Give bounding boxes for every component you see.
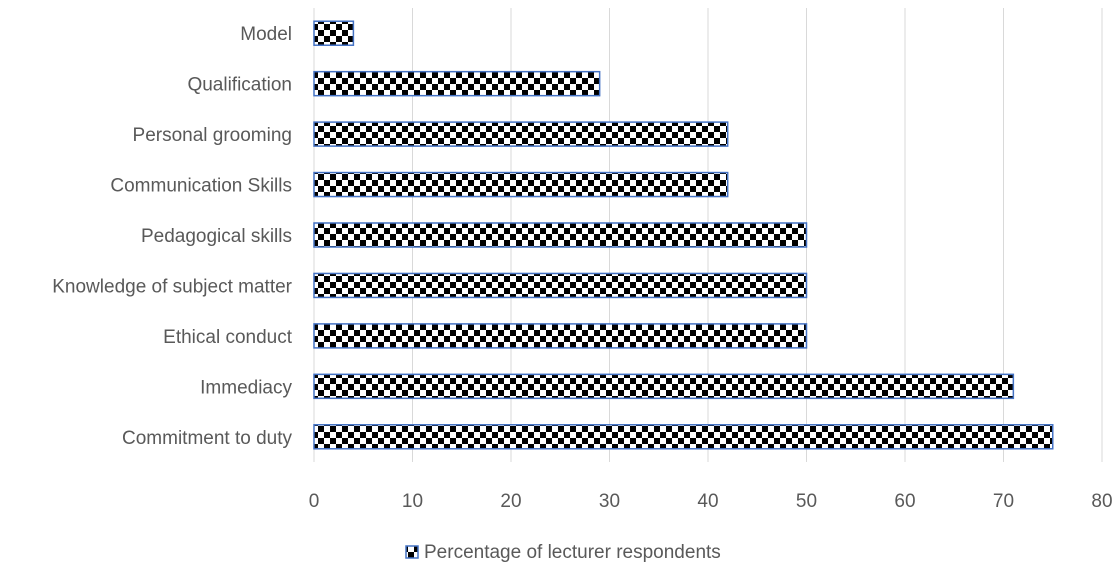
bar [313, 373, 1015, 400]
category-label: Qualification [187, 75, 292, 96]
x-tick-label: 60 [894, 491, 915, 512]
bar [313, 222, 808, 248]
x-tick-label: 20 [500, 491, 521, 512]
x-tick-labels: 0 10 20 30 40 50 60 70 80 [309, 491, 1113, 512]
legend-swatch [405, 545, 419, 559]
category-label: Commitment to duty [122, 428, 292, 449]
category-label: Immediacy [200, 377, 292, 398]
x-tick-label: 70 [993, 491, 1014, 512]
bar [313, 171, 729, 198]
bar [313, 70, 601, 97]
x-tick-label: 10 [402, 491, 423, 512]
legend-label: Percentage of lecturer respondents [424, 542, 721, 563]
category-label: Model [240, 24, 292, 45]
legend: Percentage of lecturer respondents [405, 542, 721, 563]
bar [313, 272, 808, 299]
category-label: Knowledge of subject matter [52, 276, 292, 297]
x-tick-label: 40 [697, 491, 718, 512]
category-label: Ethical conduct [163, 327, 293, 348]
category-label: Communication Skills [110, 176, 292, 197]
category-labels: Commitment to duty Immediacy Ethical condu… [52, 24, 292, 449]
category-label: Pedagogical skills [141, 226, 292, 247]
x-tick-label: 50 [796, 491, 817, 512]
category-label: Personal grooming [133, 125, 292, 146]
x-tick-label: 30 [599, 491, 620, 512]
bar [313, 121, 729, 147]
x-tick-label: 0 [309, 491, 320, 512]
bar [313, 323, 808, 349]
bars [313, 20, 1054, 450]
bar [313, 424, 1054, 450]
x-tick-label: 80 [1091, 491, 1112, 512]
bar [313, 20, 355, 46]
